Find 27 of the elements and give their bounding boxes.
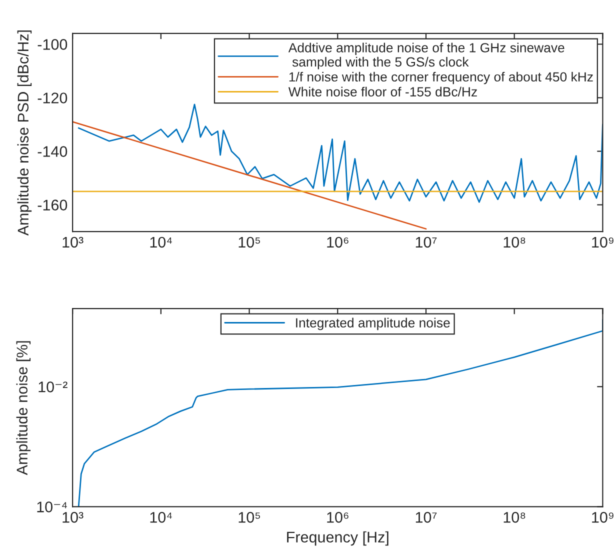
y-axis-title: Amplitude noise [%]	[16, 341, 31, 476]
y-tick-label: 10⁻⁴	[37, 502, 67, 512]
x-tick-label: 10³	[62, 236, 84, 248]
x-tick-label: 10⁶	[327, 512, 348, 523]
x-tick-label: 10⁵	[238, 512, 260, 523]
legend-label: 1/f noise with the corner frequency of about 450 kHz	[289, 72, 593, 84]
y-tick-label: -120	[38, 92, 68, 104]
x-tick-label: 10⁴	[150, 236, 172, 248]
legend-label: Integrated amplitude noise	[296, 318, 450, 330]
x-tick-label: 10⁹	[592, 236, 614, 248]
x-axis-title: Frequency [Hz]	[287, 531, 388, 546]
y-tick-label: -140	[38, 146, 68, 157]
x-tick-label: 10⁵	[238, 236, 260, 248]
legend-label: White noise floor of -155 dBc/Hz	[288, 86, 477, 96]
x-tick-label: 10⁷	[416, 512, 437, 523]
y-tick-label: -160	[38, 200, 68, 210]
x-tick-label: 10⁹	[592, 512, 614, 523]
legend-label: Addtive amplitude noise of the 1 GHz sinewave sampled with the 5 GS/s clock	[288, 42, 564, 70]
x-tick-label: 10⁶	[327, 236, 348, 248]
x-tick-label: 10³	[62, 512, 84, 523]
x-tick-label: 10⁴	[150, 512, 172, 523]
x-tick-label: 10⁸	[504, 236, 526, 248]
x-tick-label: 10⁸	[504, 512, 526, 523]
y-tick-label: 10⁻²	[38, 382, 68, 392]
y-axis-title: Amplitude noise PSD [dBc/Hz]	[17, 30, 32, 236]
y-tick-label: -100	[38, 39, 68, 50]
x-tick-label: 10⁷	[416, 236, 437, 248]
